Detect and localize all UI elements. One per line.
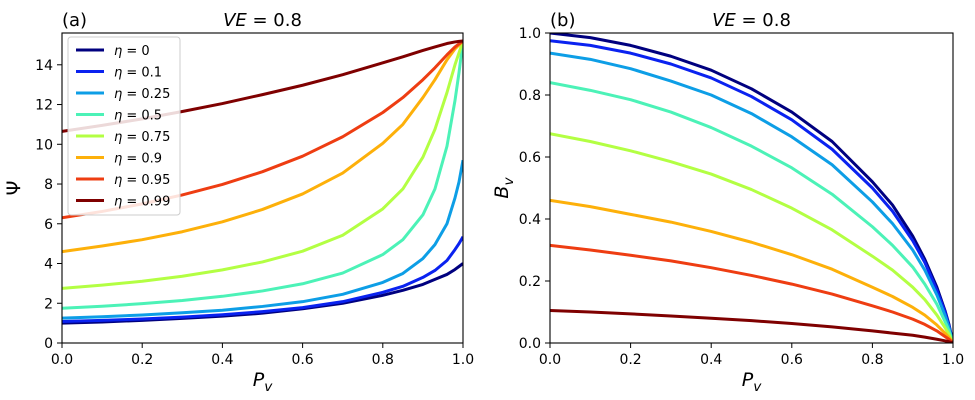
y-tick-label: 12 bbox=[35, 98, 53, 114]
series-line-5 bbox=[550, 198, 953, 343]
series-line-5 bbox=[62, 39, 463, 254]
panel-title: VE = 0.8 bbox=[223, 10, 302, 31]
y-tick-label: 2 bbox=[44, 296, 53, 312]
y-tick-label: 0.4 bbox=[519, 212, 541, 228]
series-line-1 bbox=[62, 235, 463, 324]
series-line-4 bbox=[550, 132, 953, 343]
x-tick-label: 0.4 bbox=[211, 352, 233, 368]
x-axis-label: Pv bbox=[742, 369, 762, 395]
y-tick-label: 8 bbox=[44, 177, 53, 193]
series-line-4 bbox=[62, 40, 463, 290]
legend-label: η = 0 bbox=[114, 44, 150, 59]
panel-b: 0.0 0.2 0.4 0.6 0.8 1.0 0.0 0.2 0.4 0.6 0.8 1.0 Pv Bv… bbox=[491, 10, 964, 395]
y-axis-label: Bv bbox=[491, 177, 517, 199]
y-tick-label: 1.0 bbox=[519, 26, 541, 42]
legend-label: η = 0.95 bbox=[114, 173, 170, 188]
legend-label: η = 0.99 bbox=[114, 195, 170, 210]
x-tick-label: 0.8 bbox=[372, 352, 394, 368]
y-tick-label: 0.8 bbox=[519, 88, 541, 104]
x-tick-label: 0.0 bbox=[51, 352, 73, 368]
y-axis-label: Ψ bbox=[3, 181, 25, 196]
y-tick-label: 0.6 bbox=[519, 150, 541, 166]
legend-label: η = 0.25 bbox=[114, 87, 170, 102]
y-tick-label: 0.0 bbox=[519, 336, 541, 352]
panel-title: VE = 0.8 bbox=[712, 10, 791, 31]
series-group bbox=[550, 33, 953, 343]
x-tick-label: 0.6 bbox=[291, 352, 313, 368]
x-tick-label: 0.0 bbox=[539, 352, 561, 368]
x-axis-label: Pv bbox=[253, 369, 273, 395]
legend-box bbox=[67, 36, 181, 216]
series-line-3 bbox=[62, 40, 463, 310]
legend-label: η = 0.5 bbox=[114, 109, 162, 124]
x-tick-label: 0.4 bbox=[700, 352, 722, 368]
y-tick-label: 14 bbox=[35, 58, 53, 74]
panel-a: 0.0 0.2 0.4 0.6 0.8 1.0 0 2 4 6 8 10 12 14 Pv Ψ (a) VE = … bbox=[3, 10, 474, 395]
legend-label: η = 0.75 bbox=[114, 130, 170, 145]
x-tick-label: 1.0 bbox=[452, 352, 474, 368]
plot-frame bbox=[61, 32, 464, 344]
x-tick-label: 0.8 bbox=[861, 352, 883, 368]
y-tick-label: 10 bbox=[35, 137, 53, 153]
series-line-2 bbox=[550, 51, 953, 343]
series-line-6 bbox=[550, 243, 953, 343]
x-tick-label: 0.2 bbox=[619, 352, 641, 368]
y-tick-label: 4 bbox=[44, 257, 53, 273]
x-tick-label: 1.0 bbox=[942, 352, 964, 368]
series-line-2 bbox=[62, 159, 463, 320]
legend: η = 0 η = 0.1 η = 0.25 η = 0.5 η = 0.75 η = 0… bbox=[67, 36, 181, 216]
series-line-7 bbox=[550, 308, 953, 343]
x-tick-label: 0.6 bbox=[781, 352, 803, 368]
y-tick-label: 6 bbox=[44, 217, 53, 233]
plot-frame bbox=[549, 32, 954, 344]
x-tick-label: 0.2 bbox=[131, 352, 153, 368]
panel-letter: (b) bbox=[550, 10, 575, 31]
y-tick-label: 0.2 bbox=[519, 274, 541, 290]
panel-letter: (a) bbox=[62, 10, 87, 31]
series-line-3 bbox=[550, 81, 953, 343]
legend-label: η = 0.1 bbox=[114, 66, 162, 81]
legend-label: η = 0.9 bbox=[114, 152, 162, 167]
y-tick-label: 0 bbox=[44, 336, 53, 352]
